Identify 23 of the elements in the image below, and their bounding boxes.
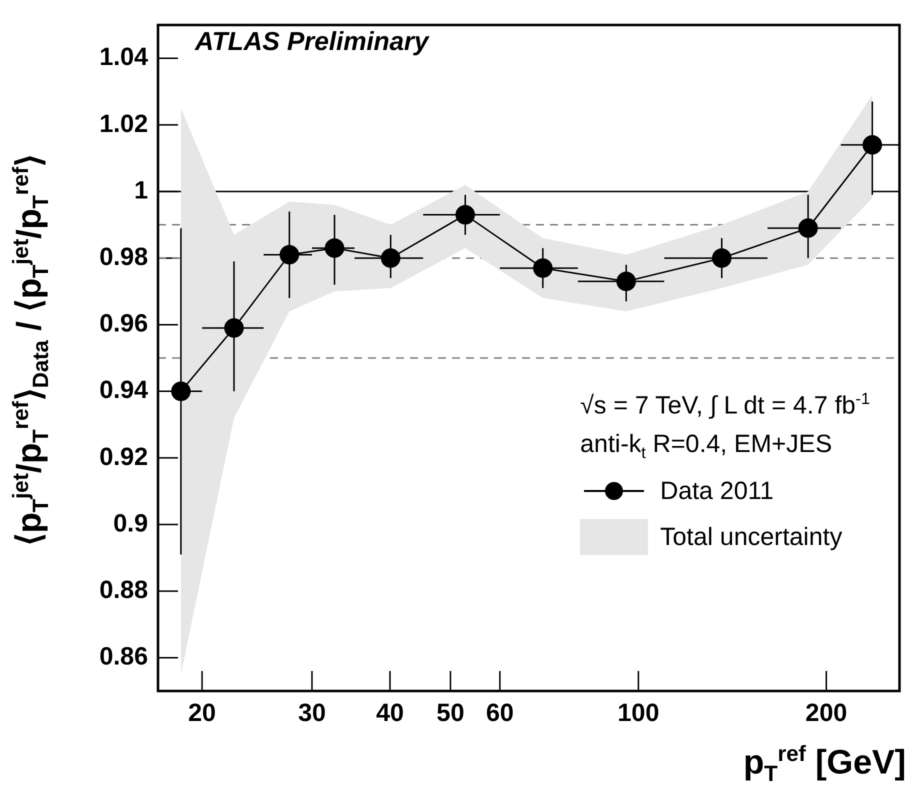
x-axis-title: p$_{T}$$^{ref}$ [GeV] (743, 740, 906, 787)
x-tick-label: 100 (618, 698, 660, 727)
y-tick-label: 0.88 (99, 576, 148, 604)
y-tick-label: 0.86 (99, 642, 148, 671)
legend-label: Data 2011 (660, 476, 774, 506)
y-tick-label: 1.04 (99, 43, 148, 72)
y-tick-label: 0.9 (113, 509, 148, 538)
annotation: Total uncertainty (660, 522, 842, 552)
annotation: √s = 7 TeV, ∫ L dt = 4.7 fb$^{-1}$ (580, 390, 870, 420)
x-tick-label: 30 (298, 698, 326, 727)
x-tick-label: 200 (805, 698, 848, 727)
y-tick-label: 0.92 (99, 442, 148, 471)
x-tick-label: 20 (188, 698, 216, 727)
x-tick-label: 60 (486, 698, 514, 727)
y-tick-label: 0.98 (99, 242, 148, 271)
y-tick-label: 1.02 (99, 110, 148, 138)
annotation: ATLAS Preliminary (195, 26, 429, 57)
y-tick-label: 1 (134, 176, 148, 204)
y-tick-label: 0.96 (99, 310, 148, 338)
x-tick-label: 40 (376, 698, 404, 727)
x-tick-label: 50 (436, 698, 464, 727)
y-tick-label: 0.94 (99, 376, 148, 404)
annotation: anti-k$_{t}$ R=0.4, EM+JES (580, 430, 834, 464)
